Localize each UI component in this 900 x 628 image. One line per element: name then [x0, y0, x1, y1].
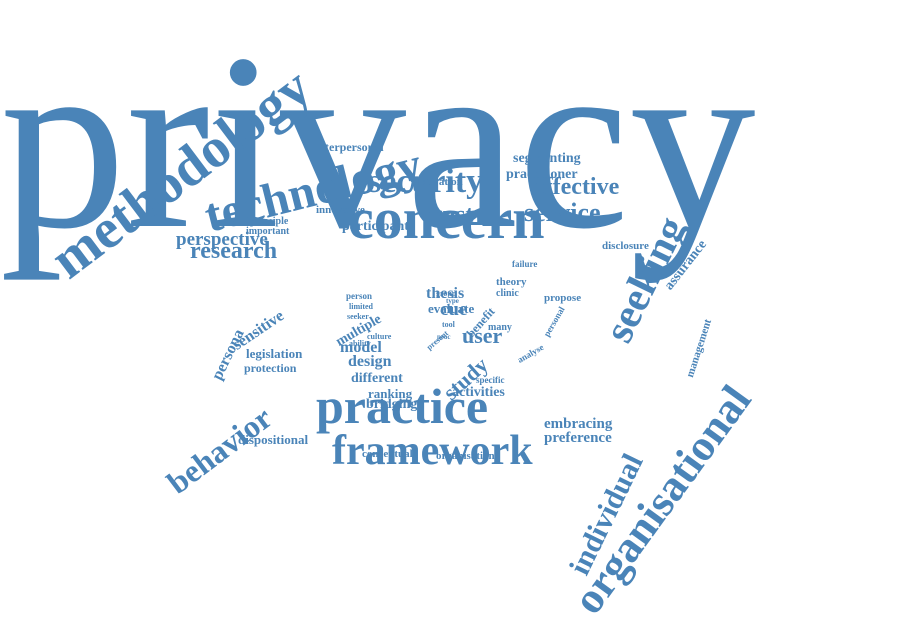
word-different: different — [351, 370, 403, 386]
word-concern: concern — [348, 186, 545, 252]
word-seeker: seeker — [347, 312, 369, 322]
word-trust: trust — [424, 202, 474, 229]
word-practice: practice — [316, 378, 489, 434]
word-security: security — [368, 162, 484, 200]
word-propose: propose — [544, 291, 582, 304]
word-research: research — [190, 238, 278, 265]
word-conceptual: conceptual — [362, 447, 413, 460]
word-service: service — [524, 197, 601, 227]
word-thesis: thesis — [426, 285, 465, 303]
word-motivation: motivation — [412, 175, 463, 188]
word-practitioner: practitioner — [506, 166, 578, 182]
word-important: important — [246, 226, 290, 238]
word-management: management — [684, 317, 715, 379]
word-clinic: clinic — [496, 288, 519, 300]
word-ranking: ranking — [368, 385, 413, 401]
word-cue: cue — [440, 298, 468, 320]
word-framework: framework — [332, 427, 533, 474]
word-limited: limited — [349, 302, 373, 312]
word-evaluate: evaluate — [428, 300, 475, 316]
word-activities: activities — [452, 384, 505, 400]
word-theory: theory — [496, 275, 527, 288]
word-disclosure: disclosure — [602, 239, 649, 252]
word-personal: personal — [541, 305, 567, 339]
word-design: design — [348, 353, 392, 371]
word-organisation: organisation — [436, 449, 495, 462]
word-interpersonal: interpersonal — [315, 139, 384, 154]
word-perspective: perspective — [176, 228, 268, 250]
word-segmenting: segmenting — [513, 150, 581, 166]
word-ability: ability — [349, 339, 371, 349]
word-tool: tool — [442, 320, 455, 330]
word-model: model — [340, 339, 382, 357]
word-legislation: legislation — [246, 345, 303, 361]
word-specific: specific — [476, 375, 505, 386]
word-culture: culture — [367, 332, 392, 342]
word-behavior: behavior — [160, 399, 279, 502]
word-group: group — [436, 289, 457, 299]
word-type: type — [446, 296, 459, 305]
word-protection: protection — [244, 360, 297, 375]
word-preference: preference — [544, 430, 612, 447]
word-analyse: analyse — [515, 342, 546, 366]
word-embracing: embracing — [544, 416, 613, 433]
word-proc: proc — [437, 332, 451, 341]
word-bridging: bridging — [366, 396, 418, 412]
word-dispositional: dispositional — [238, 431, 309, 447]
word-principle: principle — [250, 216, 289, 228]
word-many: many — [488, 322, 512, 334]
word-failure: failure — [512, 259, 538, 270]
word-user: user — [462, 323, 503, 349]
word-participant: participant — [342, 218, 409, 234]
word-person: person — [346, 291, 373, 302]
word-innovative: innovative — [316, 203, 365, 216]
word-effective: effective — [534, 174, 620, 201]
word-privacy: privacy — [0, 1, 756, 282]
